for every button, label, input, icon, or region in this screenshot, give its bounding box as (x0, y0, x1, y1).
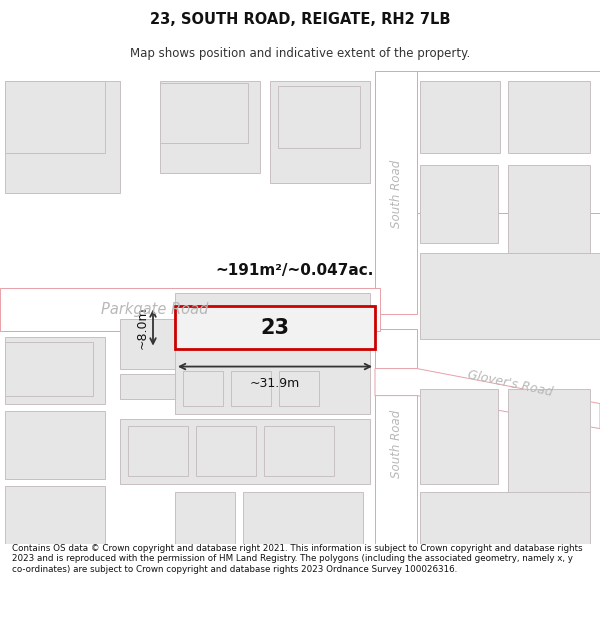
Bar (417, 71, 600, 213)
Bar (420, 254, 600, 339)
Bar (278, 86, 360, 148)
Bar (231, 371, 271, 406)
Text: South Road: South Road (389, 409, 403, 478)
Polygon shape (375, 369, 600, 429)
Text: South Road: South Road (389, 159, 403, 228)
Bar (5, 341, 93, 396)
Bar (264, 426, 334, 476)
Text: ~191m²/~0.047ac.: ~191m²/~0.047ac. (216, 264, 374, 279)
Bar (120, 419, 370, 484)
Text: Parkgate Road: Parkgate Road (101, 302, 209, 317)
Bar (420, 492, 590, 544)
Bar (175, 306, 375, 349)
Bar (0, 289, 380, 331)
Bar (508, 81, 590, 153)
Bar (375, 71, 417, 314)
Bar (175, 294, 370, 414)
Text: Glover's Road: Glover's Road (466, 368, 554, 399)
Bar (120, 374, 175, 399)
Bar (160, 81, 260, 173)
Bar (5, 81, 105, 153)
Bar (5, 81, 120, 193)
Bar (243, 492, 363, 544)
Bar (175, 492, 235, 544)
Bar (508, 389, 590, 494)
Bar (420, 166, 498, 243)
Bar (375, 329, 417, 544)
Bar (5, 336, 105, 404)
Bar (270, 81, 370, 183)
Bar (120, 319, 175, 369)
Text: 23: 23 (260, 318, 290, 338)
Polygon shape (417, 193, 600, 213)
Text: ~8.0m: ~8.0m (136, 306, 149, 349)
Bar (420, 389, 498, 484)
Bar (160, 83, 248, 143)
Bar (5, 486, 105, 544)
Bar (279, 371, 319, 406)
Bar (128, 426, 188, 476)
Text: 23, SOUTH ROAD, REIGATE, RH2 7LB: 23, SOUTH ROAD, REIGATE, RH2 7LB (150, 12, 450, 28)
Bar (5, 411, 105, 479)
Text: Map shows position and indicative extent of the property.: Map shows position and indicative extent… (130, 47, 470, 60)
Bar (183, 371, 223, 406)
Bar (420, 81, 500, 153)
Text: Contains OS data © Crown copyright and database right 2021. This information is : Contains OS data © Crown copyright and d… (12, 544, 583, 574)
Bar (508, 166, 590, 254)
Text: ~31.9m: ~31.9m (250, 377, 300, 389)
Bar (196, 426, 256, 476)
